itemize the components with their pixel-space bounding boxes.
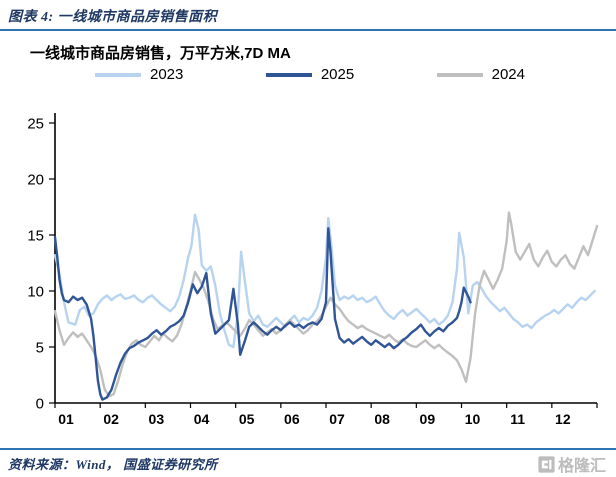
legend-label-2023: 2023	[150, 66, 184, 83]
chart-legend: 2023 2025 2024	[95, 66, 525, 83]
svg-text:09: 09	[420, 411, 436, 427]
svg-text:01: 01	[58, 411, 74, 427]
gelonghui-logo-icon	[538, 455, 555, 473]
gelonghui-watermark: 格隆汇	[538, 452, 606, 476]
figure-caption: 图表 4: 一线城市商品房销售面积	[8, 10, 218, 25]
svg-text:07: 07	[329, 411, 345, 427]
svg-text:10: 10	[465, 411, 481, 427]
watermark-text: 格隆汇	[557, 458, 606, 475]
legend-item-2024: 2024	[436, 66, 525, 83]
legend-label-2024: 2024	[491, 66, 525, 83]
svg-text:03: 03	[149, 411, 165, 427]
footer-divider	[0, 448, 616, 450]
header-divider	[0, 29, 616, 31]
legend-swatch-2025-icon	[265, 72, 312, 77]
svg-text:06: 06	[284, 411, 300, 427]
chart-title: 一线城市商品房销售，万平方米,7D MA	[30, 45, 291, 62]
legend-item-2025: 2025	[265, 66, 355, 83]
svg-text:0: 0	[36, 396, 44, 413]
svg-text:15: 15	[27, 228, 44, 245]
svg-text:08: 08	[374, 411, 390, 427]
source-note: 资料来源：Wind， 国盛证券研究所	[8, 457, 218, 472]
svg-text:04: 04	[194, 411, 210, 427]
legend-swatch-2024-icon	[436, 72, 483, 77]
legend-label-2025: 2025	[320, 66, 355, 83]
svg-text:12: 12	[555, 411, 571, 427]
svg-text:25: 25	[27, 116, 44, 133]
svg-text:10: 10	[27, 284, 44, 301]
legend-swatch-2023-icon	[95, 72, 141, 77]
svg-text:02: 02	[103, 411, 119, 427]
svg-text:5: 5	[36, 340, 44, 357]
svg-text:05: 05	[239, 411, 255, 427]
legend-item-2023: 2023	[95, 66, 183, 83]
svg-text:20: 20	[27, 172, 44, 189]
svg-text:11: 11	[510, 411, 525, 427]
